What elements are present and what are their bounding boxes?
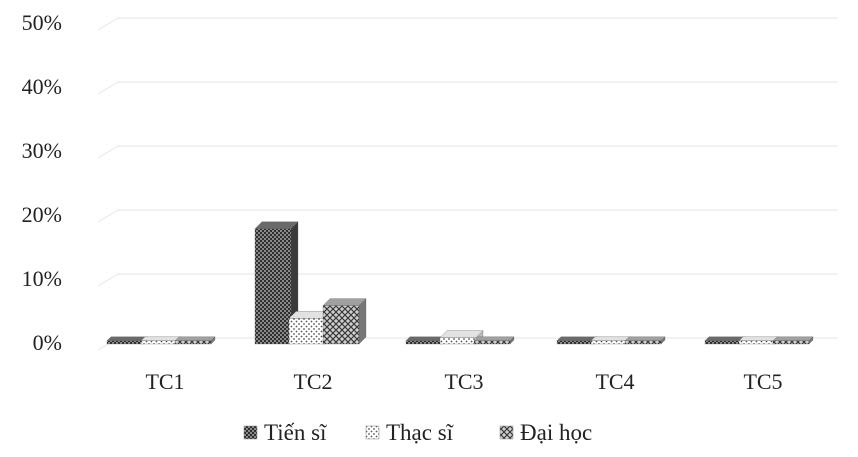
legend-item: Tiến sĩ	[243, 420, 327, 445]
bars	[106, 221, 814, 345]
gridline-side	[97, 273, 119, 287]
bar	[624, 336, 666, 345]
x-tick-label: TC4	[595, 369, 634, 394]
legend-item: Đại học	[499, 420, 592, 445]
x-tick-label: TC2	[293, 369, 332, 394]
x-tick-label: TC3	[444, 369, 483, 394]
y-tick-label: 30%	[22, 138, 62, 163]
x-tick-label: TC1	[145, 369, 184, 394]
y-axis-ticks: 0% 10% 20% 30% 40% 50%	[22, 10, 62, 355]
bar	[322, 298, 367, 345]
legend-label: Đại học	[520, 420, 592, 445]
gridline-side	[97, 81, 119, 95]
y-tick-label: 0%	[33, 330, 62, 355]
legend-item: Thạc sĩ	[365, 420, 454, 445]
y-tick-label: 50%	[22, 10, 62, 35]
gridline-side	[97, 209, 119, 223]
bar	[473, 336, 515, 345]
y-tick-label: 40%	[22, 74, 62, 99]
y-tick-label: 10%	[22, 266, 62, 291]
x-tick-label: TC5	[743, 369, 782, 394]
gridline-side	[97, 145, 119, 159]
gridlines	[97, 17, 838, 351]
legend-swatch	[499, 425, 514, 440]
y-tick-label: 20%	[22, 202, 62, 227]
legend: Tiến sĩ Thạc sĩ Đại học	[243, 420, 592, 445]
legend-swatch	[243, 425, 258, 440]
gridline-side	[97, 17, 119, 31]
bar	[772, 336, 814, 345]
bar	[174, 336, 216, 345]
legend-label: Thạc sĩ	[386, 420, 454, 445]
x-axis-categories: TC1 TC2 TC3 TC4 TC5	[145, 369, 782, 394]
legend-label: Tiến sĩ	[264, 420, 327, 445]
legend-swatch	[365, 425, 380, 440]
